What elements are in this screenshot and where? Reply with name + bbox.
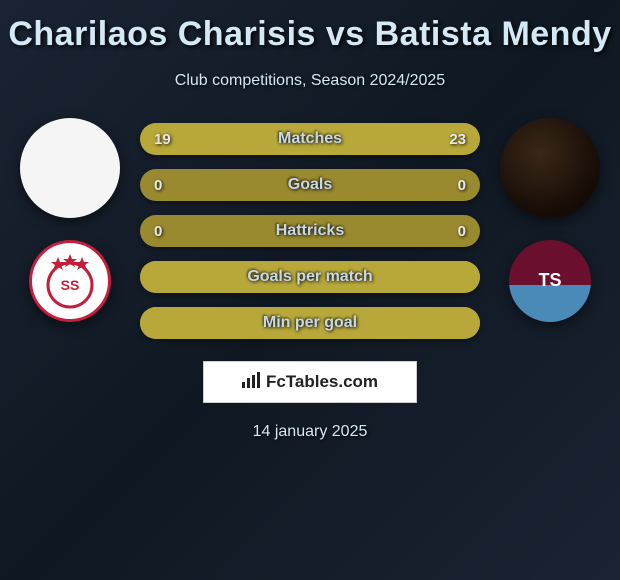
brand-box: FcTables.com [203, 361, 417, 403]
stat-bar: 0 0 Hattricks [140, 215, 480, 247]
sivasspor-logo-icon: SS [40, 251, 100, 311]
player-left-column: SS [20, 118, 120, 322]
stat-label: Hattricks [276, 222, 344, 240]
stats-column: 19 23 Matches 0 0 Goals 0 0 Hattricks Goals per m… [140, 118, 480, 339]
player-left-avatar [20, 118, 120, 218]
content-row: SS 19 23 Matches 0 0 Goals 0 0 Hattricks Goals pe… [0, 118, 620, 339]
stat-bar: 0 0 Goals [140, 169, 480, 201]
player-right-avatar [500, 118, 600, 218]
player-right-column: TS [500, 118, 600, 322]
stat-value-left: 0 [154, 223, 162, 240]
stat-value-right: 0 [458, 223, 466, 240]
date-text: 14 january 2025 [253, 423, 368, 441]
club-right-badge: TS [509, 240, 591, 322]
stat-bar: Min per goal [140, 307, 480, 339]
club-left-badge: SS [29, 240, 111, 322]
brand-text: FcTables.com [266, 372, 378, 392]
stat-label: Goals [288, 176, 332, 194]
stat-value-left: 19 [154, 131, 171, 148]
svg-text:SS: SS [61, 277, 80, 293]
stat-label: Goals per match [247, 268, 372, 286]
stat-value-right: 23 [449, 131, 466, 148]
svg-text:TS: TS [538, 270, 561, 290]
stat-bar: 19 23 Matches [140, 123, 480, 155]
stat-value-right: 0 [458, 177, 466, 194]
subtitle: Club competitions, Season 2024/2025 [175, 72, 445, 90]
infographic-container: Charilaos Charisis vs Batista Mendy Club… [0, 0, 620, 451]
stat-bar: Goals per match [140, 261, 480, 293]
trabzonspor-logo-icon: TS [525, 256, 575, 306]
brand-chart-icon [242, 372, 262, 393]
page-title: Charilaos Charisis vs Batista Mendy [8, 15, 611, 54]
stat-value-left: 0 [154, 177, 162, 194]
stat-label: Min per goal [263, 314, 357, 332]
stat-label: Matches [278, 130, 342, 148]
